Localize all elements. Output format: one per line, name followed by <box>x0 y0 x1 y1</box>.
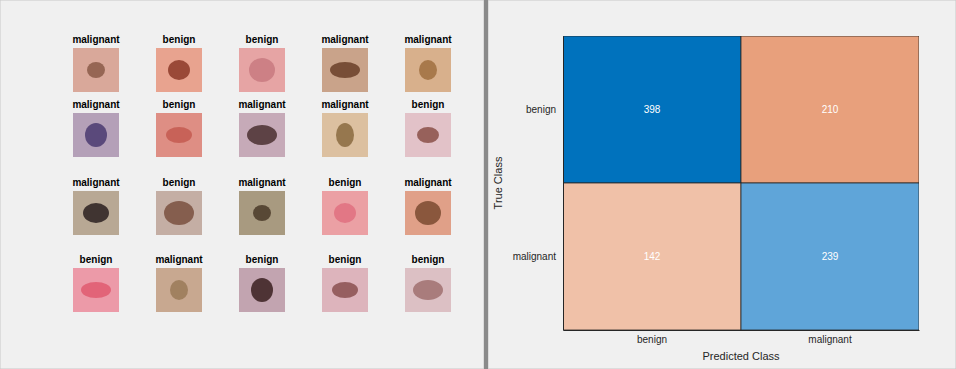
figure: malignantbenignbenignmalignantmalignantm… <box>0 0 956 369</box>
lesion <box>81 282 111 298</box>
lesion <box>330 62 360 78</box>
lesion <box>251 278 273 302</box>
left-panel <box>0 0 484 369</box>
thumbnail <box>322 113 368 157</box>
thumbnail <box>405 268 451 312</box>
image-label: benign <box>329 254 362 265</box>
x-axis: benign malignant <box>564 330 920 345</box>
cell-label: 398 <box>644 104 661 115</box>
tick-label: malignant <box>808 334 852 345</box>
lesion <box>166 127 192 143</box>
panel-divider <box>484 0 488 369</box>
cell-labels: 398 210 142 239 <box>644 104 839 262</box>
image-label: benign <box>80 254 113 265</box>
image-label: malignant <box>72 177 120 188</box>
thumbnail <box>156 48 202 92</box>
image-label: malignant <box>321 99 369 110</box>
image-label: benign <box>412 99 445 110</box>
lesion <box>413 280 443 300</box>
thumbnail <box>239 268 285 312</box>
image-label: benign <box>329 177 362 188</box>
thumbnail <box>73 268 119 312</box>
lesion <box>85 123 107 147</box>
thumbnail <box>73 48 119 92</box>
axis-line <box>564 330 920 331</box>
tick: malignant <box>513 251 563 262</box>
cells <box>563 36 919 330</box>
image-label: benign <box>246 254 279 265</box>
tick: benign <box>637 330 667 345</box>
thumbnail <box>239 113 285 157</box>
lesion <box>415 201 441 225</box>
image-label: malignant <box>238 99 286 110</box>
y-axis: benign malignant <box>513 37 564 331</box>
image-label: benign <box>412 254 445 265</box>
thumbnail <box>73 191 119 235</box>
tick: malignant <box>808 330 852 345</box>
image-label: malignant <box>72 34 120 45</box>
thumbnail <box>405 191 451 235</box>
tick-label: benign <box>526 104 556 115</box>
lesion <box>253 205 271 221</box>
thumbnail <box>405 113 451 157</box>
thumbnail <box>239 48 285 92</box>
lesion <box>334 203 356 223</box>
image-label: benign <box>163 34 196 45</box>
image-label: benign <box>163 177 196 188</box>
thumbnail <box>322 268 368 312</box>
cell <box>563 36 741 183</box>
lesion <box>249 58 275 82</box>
y-axis-title: True Class <box>492 156 504 209</box>
tick-label: malignant <box>513 251 557 262</box>
image-grid: malignant benign benign malignant malignant m… <box>72 34 452 312</box>
cell <box>741 36 919 183</box>
lesion <box>417 127 439 143</box>
lesion <box>336 123 354 147</box>
image-label: malignant <box>155 254 203 265</box>
cell-label: 142 <box>644 251 661 262</box>
image-label: benign <box>246 34 279 45</box>
tick: benign <box>526 104 563 115</box>
lesion <box>87 62 105 78</box>
thumbnail <box>73 113 119 157</box>
thumbnail <box>239 191 285 235</box>
thumbnail <box>322 48 368 92</box>
cell-label: 239 <box>822 251 839 262</box>
image-label: benign <box>163 99 196 110</box>
tick-label: benign <box>637 334 667 345</box>
axis-line <box>563 37 564 331</box>
lesion <box>164 201 194 225</box>
lesion <box>83 203 109 223</box>
right-panel <box>488 0 956 369</box>
x-axis-title: Predicted Class <box>702 350 780 362</box>
lesion <box>170 280 188 300</box>
cell-label: 210 <box>822 104 839 115</box>
image-label: malignant <box>404 34 452 45</box>
thumbnail <box>322 191 368 235</box>
thumbnail <box>156 113 202 157</box>
lesion <box>419 60 437 80</box>
thumbnail <box>405 48 451 92</box>
thumbnail <box>156 191 202 235</box>
lesion <box>168 60 190 80</box>
lesion <box>247 125 277 145</box>
cell <box>741 183 919 330</box>
image-label: malignant <box>238 177 286 188</box>
cell <box>563 183 741 330</box>
thumbnail <box>156 268 202 312</box>
image-label: malignant <box>404 177 452 188</box>
lesion <box>332 282 358 298</box>
image-label: malignant <box>72 99 120 110</box>
image-label: malignant <box>321 34 369 45</box>
